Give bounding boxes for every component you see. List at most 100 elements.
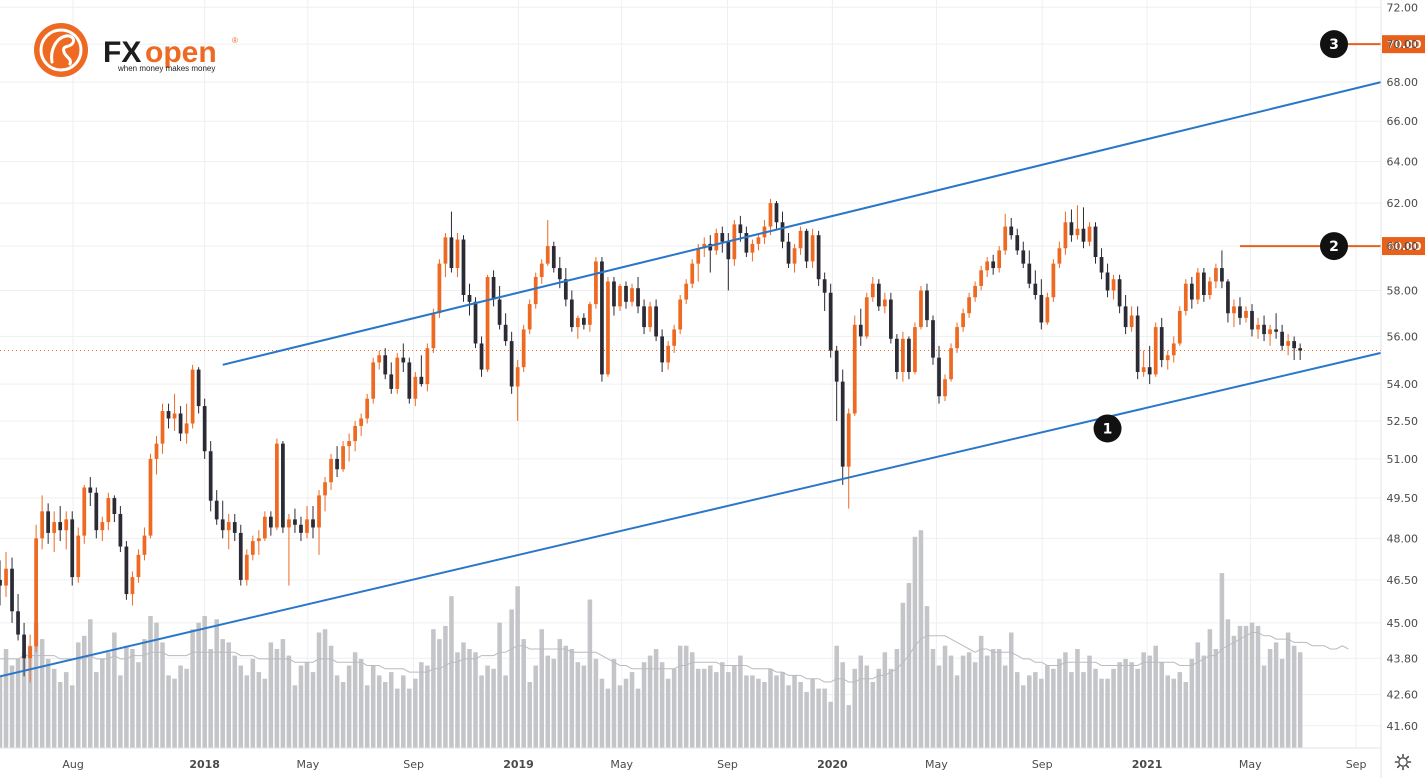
volume-bar bbox=[798, 682, 803, 748]
price-tick-label: 46.50 bbox=[1387, 574, 1419, 587]
candle-body bbox=[726, 241, 731, 260]
volume-bar bbox=[1129, 662, 1134, 748]
volume-bar bbox=[509, 609, 514, 748]
volume-bar bbox=[51, 668, 57, 748]
volume-bar bbox=[21, 652, 27, 748]
level-3-price-label: 70.00 bbox=[1387, 38, 1422, 51]
candle-body bbox=[28, 646, 32, 659]
candle-body bbox=[1280, 331, 1284, 346]
volume-bar bbox=[1219, 573, 1225, 748]
candle-body bbox=[901, 338, 905, 372]
time-tick-label: Sep bbox=[403, 758, 424, 771]
candle-body bbox=[539, 263, 544, 277]
volume-bar bbox=[617, 685, 623, 748]
volume-bar bbox=[370, 665, 376, 748]
candle-body bbox=[461, 239, 466, 295]
volume-bar bbox=[834, 645, 839, 748]
candle-body bbox=[52, 522, 57, 533]
volume-bar bbox=[1189, 658, 1195, 748]
candle-body bbox=[1274, 329, 1278, 332]
candle-body bbox=[299, 524, 303, 533]
volume-bar bbox=[1165, 675, 1171, 748]
candle-body bbox=[858, 324, 863, 337]
candle-body bbox=[40, 511, 45, 539]
volume-bar bbox=[1285, 632, 1291, 748]
volume-bar bbox=[1051, 668, 1056, 748]
candle-body bbox=[1087, 226, 1092, 242]
volume-bar bbox=[100, 658, 105, 748]
volume-bar bbox=[1111, 668, 1116, 748]
candlestick-series[interactable] bbox=[0, 198, 1303, 683]
settings-button[interactable] bbox=[1384, 748, 1418, 776]
candle-body bbox=[136, 554, 141, 578]
volume-bar bbox=[1075, 649, 1080, 748]
volume-bar bbox=[551, 658, 557, 748]
candle-body bbox=[214, 500, 219, 520]
price-axis[interactable]: 72.00 70.00 68.00 66.00 64.00 62.00 60.00 58.00… bbox=[1380, 0, 1419, 778]
candle-body bbox=[1009, 226, 1014, 236]
volume-bar bbox=[226, 642, 231, 748]
level-2-price-tag bbox=[1382, 237, 1425, 256]
volume-bar bbox=[984, 655, 990, 748]
candle-body bbox=[895, 338, 899, 372]
volume-bar bbox=[1135, 668, 1140, 748]
volume-bar bbox=[214, 619, 219, 748]
volume-bar bbox=[1243, 625, 1249, 748]
candle-body bbox=[311, 519, 315, 528]
candle-body bbox=[1256, 324, 1260, 330]
candle-body bbox=[840, 381, 845, 467]
candle-body bbox=[76, 535, 81, 578]
volume-bar bbox=[756, 678, 761, 748]
volume-bar bbox=[936, 665, 942, 748]
candle-body bbox=[1159, 327, 1164, 361]
logo-emblem-ring bbox=[39, 28, 83, 72]
candle-body bbox=[588, 304, 592, 325]
volume-bar bbox=[1087, 655, 1092, 748]
volume-bar bbox=[461, 642, 466, 748]
candle-body bbox=[467, 294, 472, 302]
candle-body bbox=[612, 281, 616, 307]
volume-bar bbox=[701, 668, 707, 748]
candle-body bbox=[557, 268, 562, 280]
candle-body bbox=[575, 317, 580, 328]
trend-channel[interactable] bbox=[0, 81, 1382, 678]
volume-bar bbox=[497, 622, 502, 748]
volume-bar bbox=[196, 622, 201, 748]
volume-bar bbox=[539, 629, 545, 748]
volume-bar bbox=[744, 675, 749, 748]
candle-body bbox=[1075, 228, 1080, 236]
volume-bar bbox=[822, 688, 827, 748]
candle-body bbox=[497, 299, 502, 325]
logo-text-open: open bbox=[145, 36, 217, 69]
candle-body bbox=[600, 261, 604, 375]
price-levels[interactable]: 70.00 3 60.00 2 1 bbox=[1093, 30, 1425, 443]
candle-body bbox=[955, 327, 959, 349]
candle-body bbox=[226, 522, 231, 531]
volume-bar bbox=[876, 668, 882, 748]
time-tick-label: May bbox=[925, 758, 948, 771]
volume-bar bbox=[154, 622, 159, 748]
price-tick-label: 60.00 bbox=[1387, 240, 1419, 253]
price-tick-label: 45.00 bbox=[1387, 617, 1419, 630]
candle-body bbox=[335, 458, 339, 470]
candle-body bbox=[774, 203, 779, 223]
candle-body bbox=[985, 261, 990, 271]
candle-body bbox=[262, 516, 267, 539]
candle-body bbox=[287, 519, 291, 528]
volume-bar bbox=[1057, 658, 1062, 748]
candle-body bbox=[317, 495, 321, 528]
candle-body bbox=[437, 263, 442, 314]
time-axis[interactable]: Aug 2018 May Sep 2019 May Sep 2020 May Sep 2021 May… bbox=[0, 747, 1381, 771]
candle-body bbox=[244, 554, 249, 580]
volume-bar bbox=[190, 629, 195, 748]
candle-body bbox=[816, 235, 821, 280]
volume-bar bbox=[695, 668, 701, 748]
volume-bar bbox=[316, 632, 322, 748]
volume-bar bbox=[473, 652, 478, 748]
candle-body bbox=[642, 306, 646, 328]
candle-body bbox=[967, 297, 971, 314]
price-tick-label: 64.00 bbox=[1387, 156, 1419, 169]
candle-body bbox=[780, 222, 785, 242]
time-tick-label: Aug bbox=[62, 758, 83, 771]
